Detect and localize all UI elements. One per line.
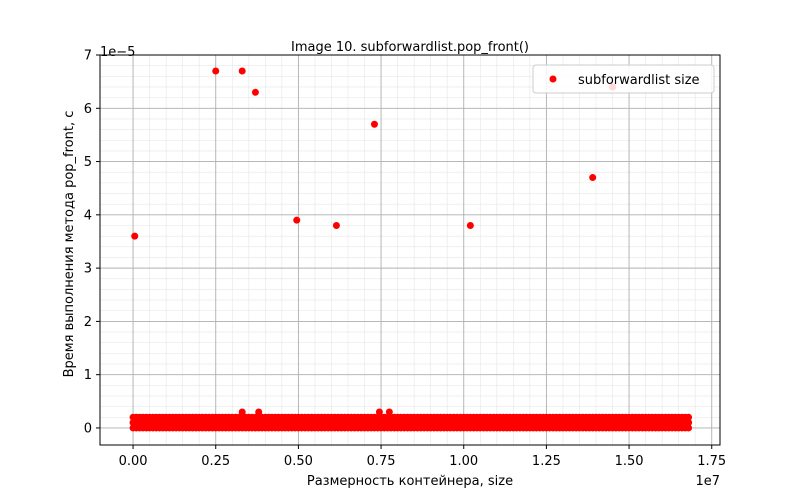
- data-point: [238, 408, 246, 416]
- x-tick-label: 1.50: [615, 454, 644, 469]
- data-point: [251, 88, 259, 96]
- data-point: [293, 216, 301, 224]
- y-tick-label: 3: [84, 262, 92, 277]
- y-tick-label: 5: [84, 155, 92, 170]
- x-tick-label: 0.75: [367, 454, 396, 469]
- y-axis-label: Время выполнения метода pop_front, с: [62, 111, 77, 378]
- data-point: [131, 232, 139, 240]
- data-point: [332, 221, 340, 229]
- y-offset-label: 1e−5: [100, 45, 135, 60]
- data-point: [370, 120, 378, 128]
- legend-marker: [549, 75, 557, 83]
- data-point: [685, 424, 693, 432]
- legend: subforwardlist size: [532, 64, 715, 94]
- data-point: [385, 408, 393, 416]
- chart-title: Image 10. subforwardlist.pop_front(): [291, 40, 529, 55]
- x-axis-label: Размерность контейнера, size: [307, 474, 513, 489]
- data-point: [685, 419, 693, 427]
- x-tick-label: 1.25: [532, 454, 561, 469]
- data-point: [238, 67, 246, 75]
- data-point: [589, 174, 597, 182]
- x-offset-label: 1e7: [695, 474, 720, 489]
- y-axis-ticks: 0 1 2 3 4 5 6 7: [84, 49, 100, 436]
- data-point: [212, 67, 220, 75]
- data-point: [685, 413, 693, 421]
- y-tick-label: 4: [84, 208, 92, 223]
- x-tick-label: 0.00: [119, 454, 148, 469]
- y-tick-label: 0: [84, 421, 92, 436]
- legend-box: [532, 64, 715, 94]
- data-point: [255, 408, 263, 416]
- axes-frame: [99, 54, 721, 446]
- x-tick-label: 0.50: [284, 454, 313, 469]
- x-tick-label: 0.25: [201, 454, 230, 469]
- data-point: [466, 221, 474, 229]
- y-tick-label: 2: [84, 315, 92, 330]
- legend-label: subforwardlist size: [578, 73, 700, 88]
- data-points: [129, 67, 693, 432]
- y-tick-label: 7: [84, 49, 92, 64]
- x-tick-label: 1.00: [449, 454, 478, 469]
- y-tick-label: 6: [84, 102, 92, 117]
- x-axis-ticks: 0.00 0.25 0.50 0.75 1.00 1.25 1.50 1.75: [119, 445, 726, 469]
- y-tick-label: 1: [84, 368, 92, 383]
- x-tick-label: 1.75: [697, 454, 726, 469]
- data-point: [375, 408, 383, 416]
